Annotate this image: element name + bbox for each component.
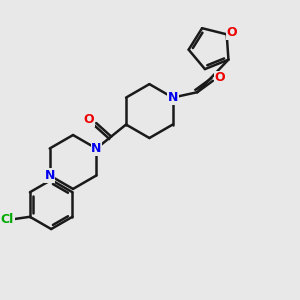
Text: O: O — [227, 26, 237, 39]
Text: N: N — [44, 169, 55, 182]
Text: N: N — [167, 91, 178, 104]
Text: O: O — [83, 113, 94, 126]
Text: N: N — [91, 142, 102, 155]
Text: O: O — [214, 71, 225, 84]
Text: Cl: Cl — [1, 213, 14, 226]
